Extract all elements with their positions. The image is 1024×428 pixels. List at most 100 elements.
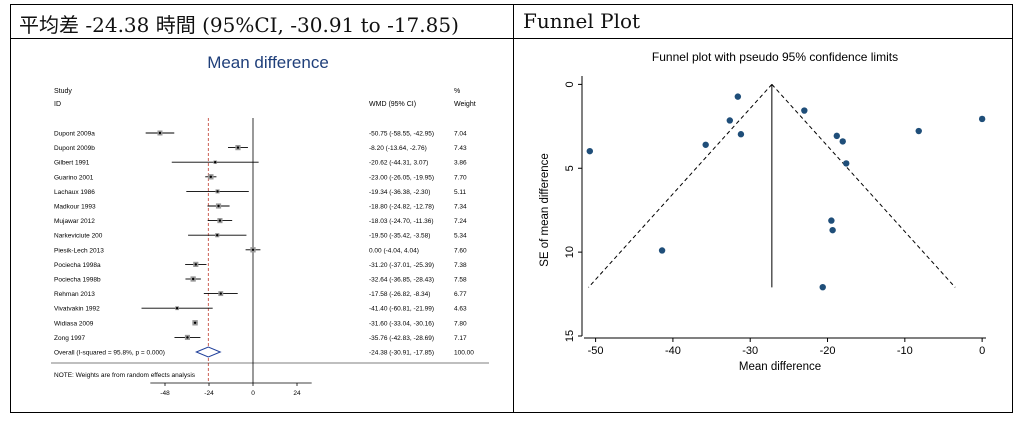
funnel-point	[726, 117, 734, 124]
study-label: Rehman 2013	[54, 291, 95, 298]
funnel-point	[658, 247, 666, 254]
funnel-point	[819, 283, 826, 291]
study-weight-text: 7.70	[454, 174, 467, 181]
forest-note: NOTE: Weights are from random effects an…	[54, 372, 196, 379]
study-weight-text: 7.43	[454, 145, 467, 152]
funnel-point	[839, 138, 846, 145]
study-ci-text: -18.80 (-24.82, -12.78)	[369, 204, 434, 211]
forest-marks: Dupont 2009a -50.75 (-58.55, -42.95) 7.04 D…	[51, 118, 489, 397]
study-point	[194, 263, 197, 266]
study-weight-text: 4.63	[454, 306, 467, 313]
study-label: Dupont 2009b	[54, 145, 95, 152]
forest-plot: Mean difference Study ID WMD (95% CI) % …	[51, 53, 489, 397]
study-ci-text: -31.60 (-33.04, -30.16)	[369, 320, 434, 327]
study-label: Narkeviciute 200	[54, 233, 103, 240]
funnel-point	[586, 147, 593, 155]
funnel-point	[737, 131, 745, 138]
study-weight-text: 7.60	[454, 247, 467, 254]
study-ci-text: -20.62 (-44.31, 3.07)	[369, 160, 428, 167]
study-weight-text: 7.80	[454, 320, 467, 327]
study-label: Piesik-Lech 2013	[54, 247, 104, 254]
study-label: Mujawar 2012	[54, 218, 95, 225]
funnel-point	[915, 127, 922, 135]
study-weight-text: 7.34	[454, 204, 467, 211]
forest-x-tick-label: -24	[204, 390, 214, 397]
study-point	[251, 248, 255, 251]
weight-header-percent: %	[454, 88, 460, 95]
funnel-point	[978, 115, 986, 123]
funnel-y-tick-label: 10	[564, 246, 576, 258]
study-point	[219, 292, 222, 295]
study-label: Gilbert 1991	[54, 160, 90, 167]
funnel-y-tick-label: 5	[564, 165, 576, 171]
funnel-y-tick-label: 0	[564, 81, 576, 87]
funnel-x-tick-label: -20	[820, 345, 836, 357]
funnel-title: Funnel plot with pseudo 95% confidence l…	[652, 50, 898, 64]
study-point	[191, 277, 195, 281]
study-point	[216, 234, 219, 237]
study-label: Widiasa 2009	[54, 320, 94, 327]
funnel-y-axis-label: SE of mean difference	[539, 153, 551, 267]
funnel-x-axis-label: Mean difference	[739, 361, 821, 373]
study-ci-text: -50.75 (-58.55, -42.95)	[369, 131, 434, 138]
funnel-limit-right	[771, 84, 956, 288]
header-divider	[11, 38, 1012, 39]
funnel-point	[734, 93, 742, 100]
study-label: Guarino 2001	[54, 174, 94, 181]
funnel-x-tick-label: 0	[979, 345, 985, 357]
study-point	[209, 175, 213, 178]
study-point	[158, 131, 162, 135]
panel-divider	[513, 5, 514, 412]
overall-weight-text: 100.00	[454, 350, 474, 357]
study-ci-text: -41.40 (-60.81, -21.99)	[369, 306, 434, 313]
weight-header: Weight	[454, 101, 476, 108]
study-weight-text: 7.58	[454, 277, 467, 284]
forest-title: Mean difference	[207, 53, 329, 72]
funnel-point	[801, 107, 808, 114]
funnel-point	[843, 160, 850, 167]
study-label: Lachaux 1986	[54, 189, 95, 196]
funnel-x-tick-label: -40	[665, 345, 681, 357]
study-ci-text: -18.03 (-24.70, -11.36)	[369, 218, 434, 225]
summary-header: 平均差 -24.38 時間 (95%CI, -30.91 to -17.85)	[19, 13, 459, 37]
funnel-limit-left	[588, 84, 773, 288]
funnel-marks: -50 -40 -30 -20 -10 0 0 5 10 15	[564, 76, 986, 357]
study-header: Study	[54, 88, 72, 95]
study-weight-text: 7.38	[454, 262, 467, 269]
study-point	[216, 190, 219, 193]
study-label: Pociecha 1998a	[54, 262, 101, 269]
study-ci-text: -35.76 (-42.83, -28.69)	[369, 335, 434, 342]
funnel-x-tick-label: -50	[588, 345, 604, 357]
study-label: Pociecha 1998b	[54, 277, 101, 284]
forest-x-tick-label: -48	[160, 390, 170, 397]
effect-header: WMD (95% CI)	[369, 101, 416, 108]
study-weight-text: 6.77	[454, 291, 467, 298]
id-header: ID	[54, 101, 61, 108]
study-weight-text: 7.04	[454, 131, 467, 138]
study-ci-text: -31.20 (-37.01, -25.39)	[369, 262, 434, 269]
study-label: Madkour 1993	[54, 204, 96, 211]
study-point	[236, 146, 240, 149]
study-weight-text: 3.86	[454, 160, 467, 167]
funnel-point	[833, 132, 840, 140]
study-ci-text: -23.00 (-26.05, -19.95)	[369, 174, 434, 181]
figure-frame: 平均差 -24.38 時間 (95%CI, -30.91 to -17.85) …	[10, 4, 1013, 413]
study-weight-text: 5.11	[454, 189, 467, 196]
funnel-x-tick-label: -30	[742, 345, 758, 357]
study-point	[193, 321, 197, 324]
study-label: Zong 1997	[54, 335, 85, 342]
study-ci-text: -32.64 (-36.85, -28.43)	[369, 277, 434, 284]
forest-x-tick-label: 24	[293, 390, 301, 397]
study-weight-text: 7.24	[454, 218, 467, 225]
study-weight-text: 5.34	[454, 233, 467, 240]
forest-x-tick-label: 0	[251, 390, 255, 397]
study-point	[217, 204, 220, 208]
study-point	[218, 219, 222, 222]
overall-diamond	[195, 346, 222, 358]
study-point	[175, 307, 179, 310]
funnel-point	[829, 226, 836, 234]
funnel-plot: Funnel plot with pseudo 95% confidence l…	[539, 50, 986, 373]
study-ci-text: 0.00 (-4.04, 4.04)	[369, 247, 419, 254]
study-ci-text: -19.34 (-36.38, -2.30)	[369, 189, 430, 196]
overall-label: Overall (I-squared = 95.8%, p = 0.000)	[54, 350, 165, 357]
